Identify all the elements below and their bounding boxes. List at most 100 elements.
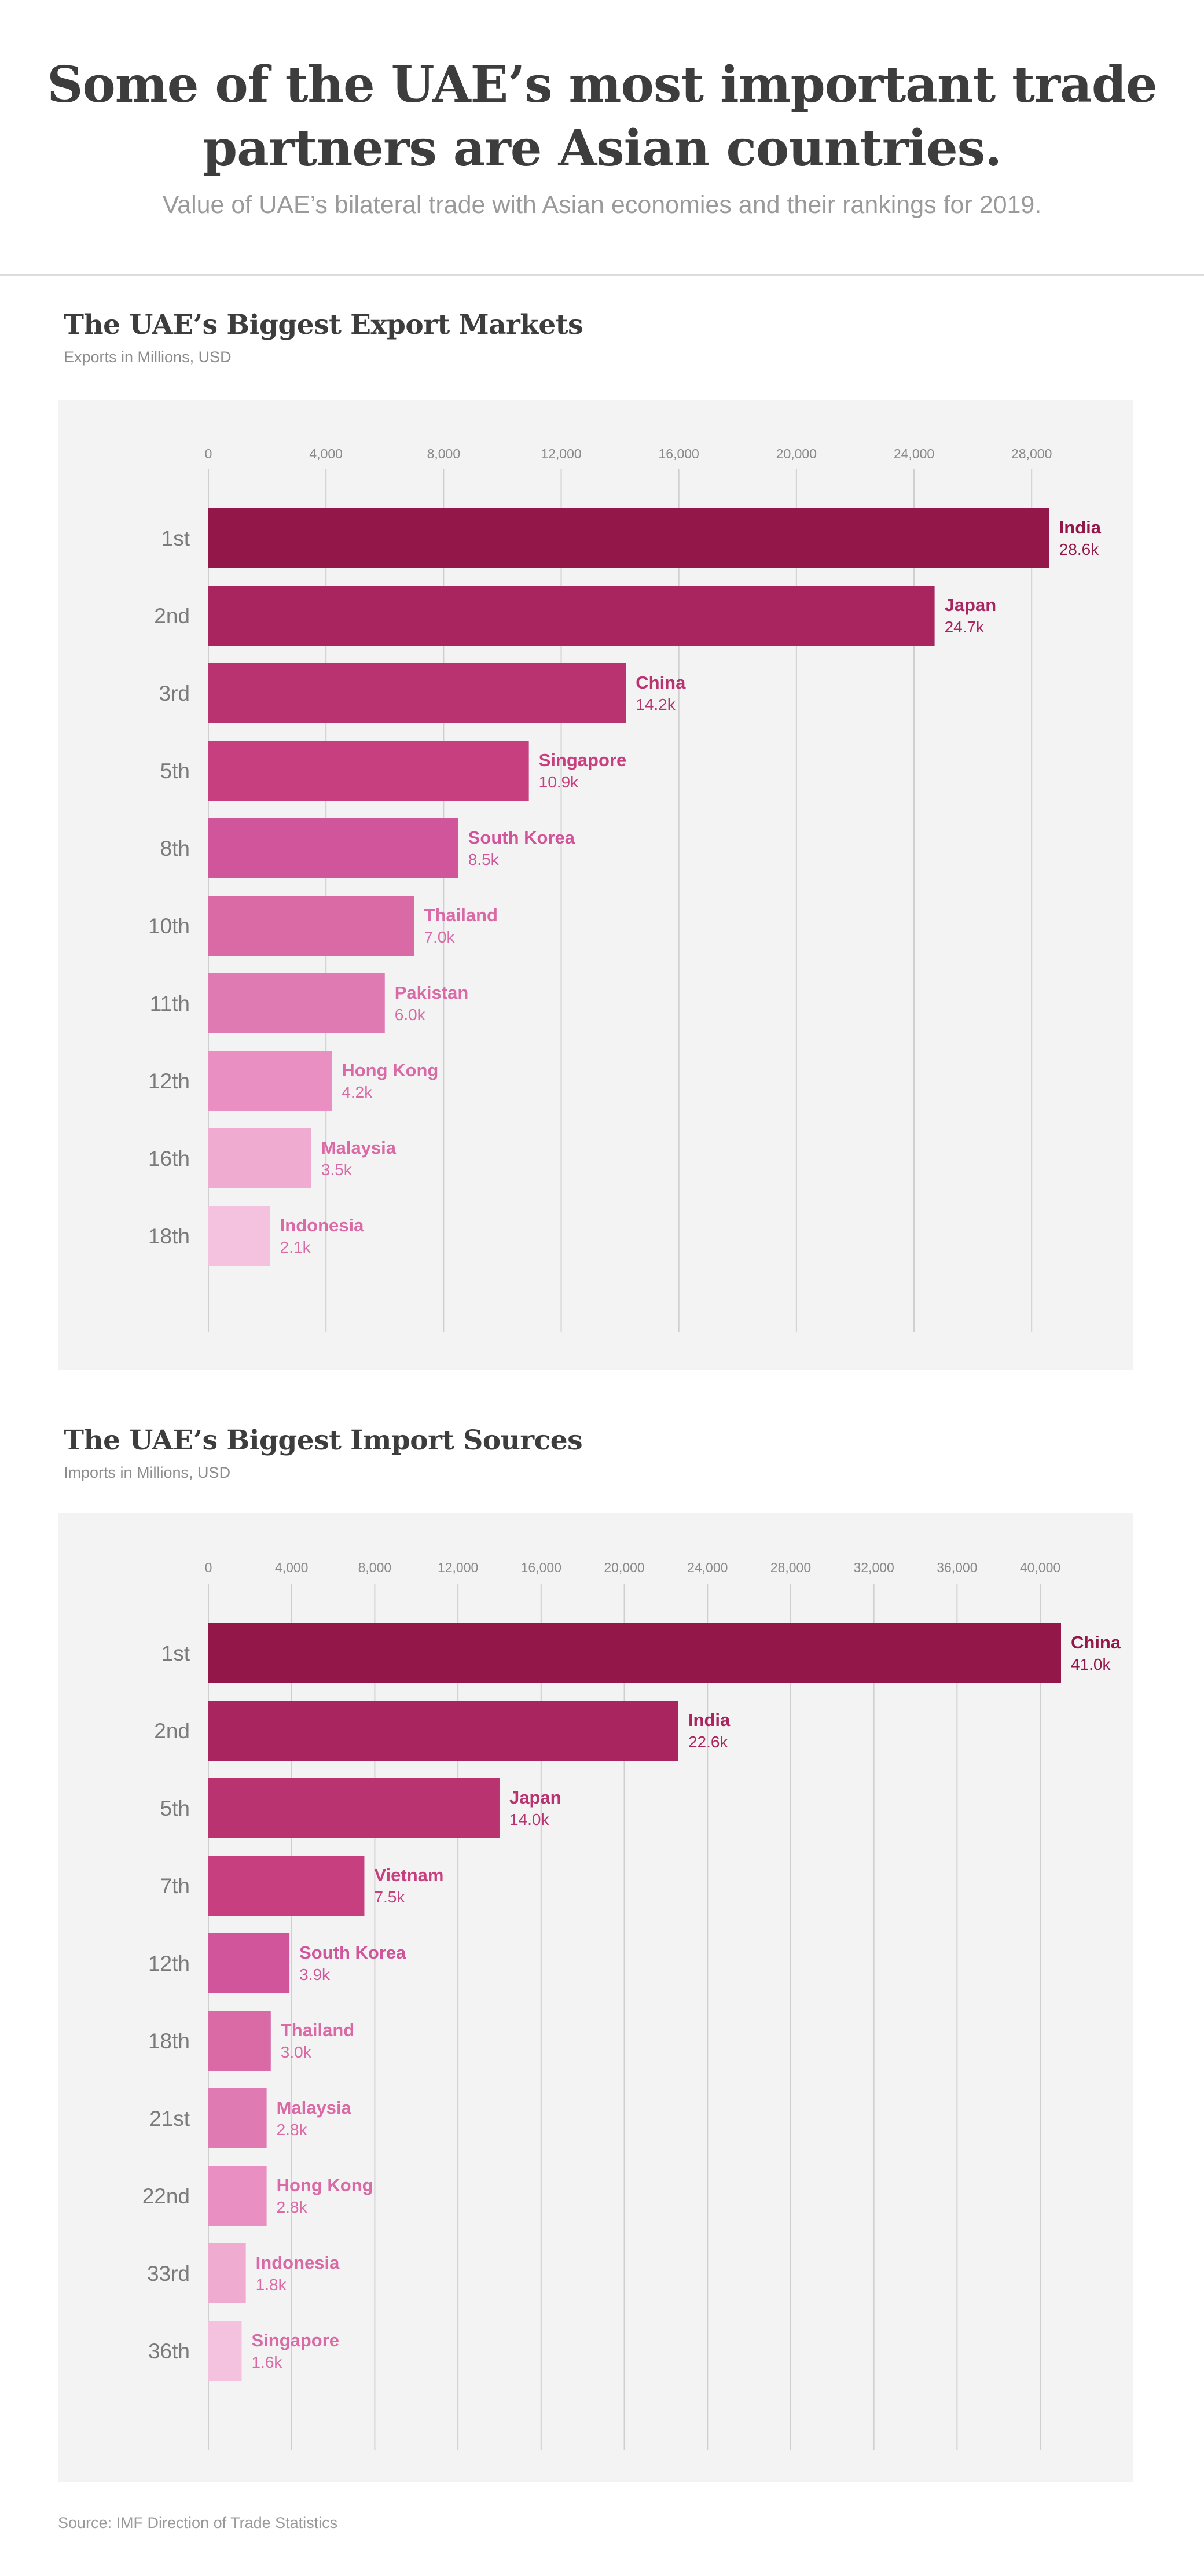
- export-rank-label: 12th: [148, 1069, 190, 1093]
- import-chart-panel: 0 4,000 8,000 12,000 16,000 20,000 24,000 28,00…: [58, 1513, 1133, 2482]
- export-rank-label: 11th: [150, 992, 190, 1015]
- import-chart-subtitle: Imports in Millions, USD: [64, 1464, 231, 1481]
- import-bar-name: Thailand: [281, 2020, 354, 2040]
- export-bar-value: 8.5k: [468, 851, 500, 869]
- export-bar: [208, 896, 414, 956]
- import-tick-label: 0: [205, 1560, 212, 1575]
- export-bar: [208, 1128, 311, 1188]
- export-bar: [208, 663, 626, 723]
- import-bar-name: Japan: [509, 1787, 561, 1808]
- header-divider: [0, 274, 1204, 276]
- import-bar-value: 3.0k: [281, 2043, 312, 2061]
- import-rank-label: 22nd: [142, 2184, 190, 2208]
- import-bar: [208, 1778, 500, 1838]
- import-bar: [208, 1623, 1061, 1683]
- import-bar-value: 1.8k: [256, 2276, 287, 2294]
- import-tick-label: 28,000: [770, 1560, 811, 1575]
- import-rank-label: 36th: [148, 2339, 190, 2363]
- export-tick-label: 4,000: [309, 446, 343, 461]
- export-tick-label: 8,000: [427, 446, 461, 461]
- import-bar-value: 22.6k: [688, 1733, 728, 1751]
- import-tick-label: 40,000: [1020, 1560, 1060, 1575]
- export-chart-panel: 0 4,000 8,000 12,000 16,000 20,000 24,000 28,00…: [58, 400, 1133, 1370]
- export-bar-value: 10.9k: [539, 773, 579, 791]
- export-tick-label: 28,000: [1011, 446, 1052, 461]
- export-bar-name: Malaysia: [321, 1138, 397, 1158]
- export-rank-label: 8th: [160, 837, 190, 860]
- import-bar-value: 3.9k: [299, 1966, 331, 1983]
- import-bar-name: Vietnam: [374, 1865, 443, 1885]
- import-rank-label: 18th: [148, 2029, 190, 2053]
- export-bar: [208, 741, 529, 801]
- export-bar: [208, 818, 458, 878]
- export-chart-subtitle: Exports in Millions, USD: [64, 348, 232, 366]
- export-bar-value: 14.2k: [636, 695, 676, 713]
- import-bar-value: 2.8k: [277, 2121, 308, 2139]
- import-bar: [208, 1933, 290, 1993]
- export-rank-label: 16th: [148, 1147, 190, 1171]
- export-bar-name: South Korea: [468, 827, 575, 848]
- page-title: Some of the UAE’s most important trade p…: [0, 53, 1204, 181]
- import-bar-name: Malaysia: [277, 2097, 352, 2118]
- export-bar-value: 24.7k: [945, 618, 985, 636]
- export-bar: [208, 973, 385, 1033]
- export-rank-label: 1st: [161, 527, 190, 550]
- export-tick-label: 24,000: [894, 446, 934, 461]
- import-bar: [208, 2321, 242, 2381]
- import-rank-label: 7th: [160, 1874, 190, 1898]
- import-rank-label: 12th: [148, 1952, 190, 1975]
- import-tick-label: 24,000: [687, 1560, 728, 1575]
- export-bar-name: Indonesia: [280, 1215, 364, 1235]
- source-note: Source: IMF Direction of Trade Statistic…: [58, 2514, 338, 2531]
- export-rank-label: 10th: [148, 914, 190, 938]
- import-rank-label: 5th: [160, 1797, 190, 1820]
- import-bar: [208, 1856, 365, 1916]
- export-bar-value: 2.1k: [280, 1238, 311, 1256]
- import-chart-svg: 0 4,000 8,000 12,000 16,000 20,000 24,000 28,00…: [142, 1560, 1121, 2450]
- import-tick-label: 36,000: [937, 1560, 977, 1575]
- export-bar-name: Pakistan: [395, 982, 469, 1003]
- export-bar-value: 7.0k: [424, 928, 456, 946]
- import-bar-name: Indonesia: [256, 2253, 340, 2273]
- export-bar-name: Hong Kong: [342, 1060, 438, 1080]
- import-bar-value: 41.0k: [1071, 1655, 1111, 1673]
- import-rank-label: 2nd: [154, 1719, 190, 1743]
- export-bar: [208, 586, 935, 646]
- import-rank-label: 1st: [161, 1642, 190, 1665]
- export-chart-svg: 0 4,000 8,000 12,000 16,000 20,000 24,000 28,00…: [148, 446, 1102, 1332]
- export-rank-label: 2nd: [154, 604, 190, 628]
- page-subtitle: Value of UAE’s bilateral trade with Asia…: [162, 191, 1042, 219]
- import-bar: [208, 2011, 271, 2071]
- export-bar-value: 4.2k: [342, 1083, 373, 1101]
- import-bar: [208, 2166, 267, 2226]
- export-tick-label: 20,000: [776, 446, 817, 461]
- export-bar: [208, 1206, 270, 1266]
- export-tick-label: 12,000: [541, 446, 581, 461]
- export-rank-label: 18th: [148, 1224, 190, 1248]
- import-rank-label: 33rd: [147, 2262, 190, 2286]
- export-bar-value: 3.5k: [321, 1161, 353, 1179]
- import-bar: [208, 1701, 678, 1761]
- import-bar-value: 1.6k: [251, 2353, 282, 2371]
- export-chart-title: The UAE’s Biggest Export Markets: [64, 309, 583, 341]
- import-bar: [208, 2243, 246, 2303]
- import-tick-label: 32,000: [853, 1560, 894, 1575]
- import-tick-label: 16,000: [521, 1560, 561, 1575]
- export-bar-value: 28.6k: [1059, 540, 1099, 558]
- import-bar-name: Singapore: [251, 2330, 339, 2350]
- import-bar-value: 2.8k: [277, 2198, 308, 2216]
- import-tick-label: 12,000: [438, 1560, 478, 1575]
- export-rank-label: 5th: [160, 759, 190, 783]
- export-bar: [208, 1051, 332, 1111]
- export-rank-label: 3rd: [159, 682, 190, 705]
- import-bar-value: 14.0k: [509, 1810, 549, 1828]
- import-rank-label: 21st: [149, 2107, 190, 2130]
- import-chart-title: The UAE’s Biggest Import Sources: [64, 1425, 583, 1456]
- export-tick-label: 16,000: [659, 446, 699, 461]
- import-tick-label: 20,000: [604, 1560, 644, 1575]
- import-tick-label: 4,000: [275, 1560, 309, 1575]
- export-bar-name: Singapore: [539, 750, 627, 770]
- import-bar-name: India: [688, 1710, 731, 1730]
- import-tick-label: 8,000: [358, 1560, 392, 1575]
- import-bar-name: China: [1071, 1632, 1121, 1653]
